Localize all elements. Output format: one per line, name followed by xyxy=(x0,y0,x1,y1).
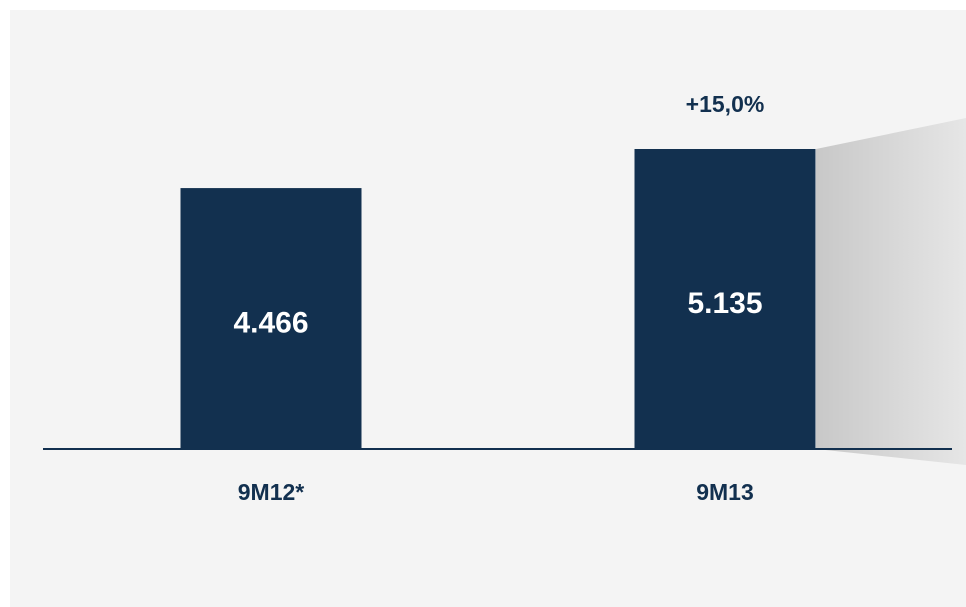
annotation: +15,0% xyxy=(686,91,765,117)
bar xyxy=(634,149,816,449)
x-tick-label: 9M13 xyxy=(696,479,754,505)
bar xyxy=(180,188,362,449)
value-label: 4.466 xyxy=(233,306,308,339)
zoom-wedge xyxy=(816,118,966,465)
value-label: 5.135 xyxy=(687,287,762,320)
x-tick-label: 9M12* xyxy=(238,479,305,505)
